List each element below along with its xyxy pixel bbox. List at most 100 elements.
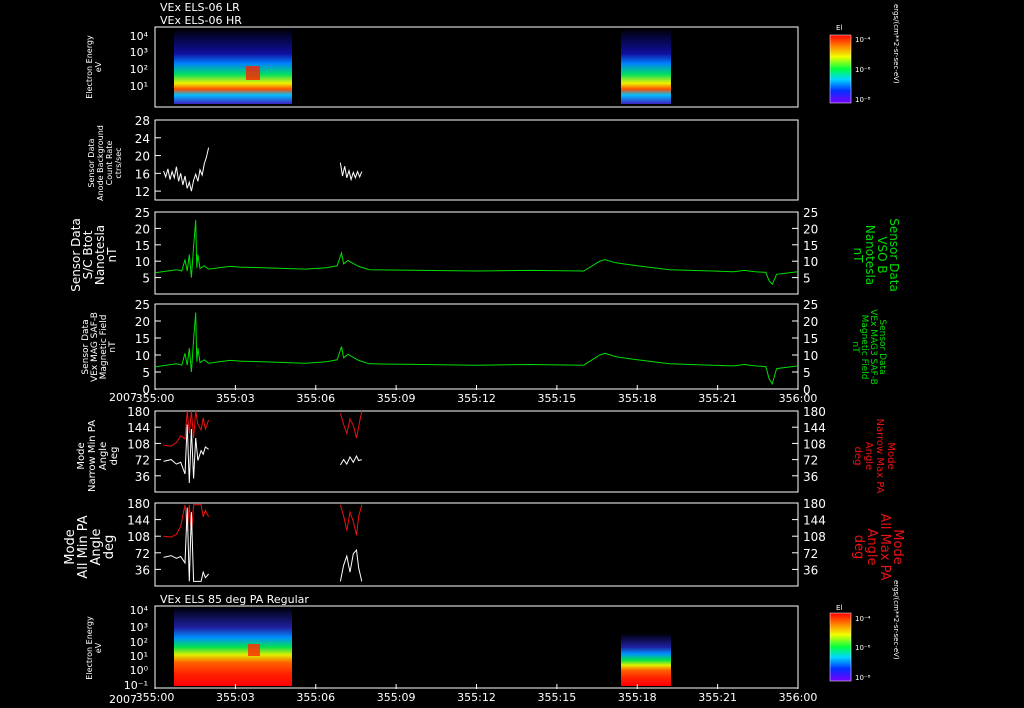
- ytick-label-right: 10: [803, 255, 818, 269]
- panel-4-mag-field: Sensor Data VEx MAG SAF-B Magnetic Field…: [81, 298, 887, 397]
- p5-ylabel-right-1: Mode: [885, 442, 896, 469]
- p5-ylabel-right-2: Narrow Max PA: [874, 419, 885, 494]
- panel-6-all-pa: Mode All Min PA Angle deg Mode All Max P…: [63, 497, 905, 587]
- series-line-0: [154, 312, 799, 386]
- cb1-gradient: [829, 34, 852, 104]
- cb1-title: El: [836, 24, 842, 32]
- spectrogram-block-b: [621, 30, 671, 104]
- p6-ylabel-2: All Min PA: [76, 515, 91, 578]
- xtick-label: 355:12: [457, 691, 496, 704]
- p4-ylabel-4: nT: [108, 341, 118, 353]
- ytick-label: 0: [142, 383, 150, 397]
- header-line-1: VEx ELS-06 LR: [160, 1, 240, 14]
- p6-ylabel-right-2: All Max PA: [877, 513, 892, 580]
- p1-ytick-1: 10⁴: [130, 30, 149, 43]
- p5-ylabel-right-4: deg: [852, 447, 863, 466]
- ytick-label-right: 10: [803, 349, 818, 363]
- p2-ylabel-1: Sensor Data: [87, 138, 96, 187]
- xtick-label: 355:00: [136, 691, 175, 704]
- panel-1-frame: [154, 26, 799, 108]
- p6-ylabel-3: Angle: [89, 529, 104, 566]
- p3-ylabel-right-3: Nanotesla: [863, 225, 877, 285]
- panel-frame: [154, 502, 799, 587]
- xtick-label: 355:03: [216, 691, 255, 704]
- cb1-label-top: 10⁻⁴: [855, 36, 871, 44]
- series-line-0: [163, 147, 363, 192]
- ytick-label: 12: [135, 185, 150, 199]
- ytick-label: 15: [135, 332, 150, 346]
- ytick-label-right: 25: [803, 206, 818, 220]
- ytick-label-right: 108: [803, 437, 826, 451]
- ytick-label: 24: [135, 132, 150, 146]
- xtick-label: 355:09: [377, 691, 416, 704]
- xtick-label: 355:21: [698, 691, 737, 704]
- year-label-bottom: 2007: [109, 693, 137, 706]
- xtick-label: 355:15: [538, 691, 577, 704]
- year-label-top: 2007: [109, 391, 137, 404]
- ytick-label-right: 108: [803, 530, 826, 544]
- ytick-label-right: 180: [803, 405, 826, 419]
- p1-ylabel-1: Electron Energy: [85, 35, 94, 99]
- cb2-label-mid: 10⁻⁶: [855, 644, 871, 652]
- xtick-label: 356:00: [779, 691, 818, 704]
- p1-ytick-2: 10³: [130, 46, 148, 59]
- cb1-label-mid: 10⁻⁶: [855, 66, 871, 74]
- p6-ylabel-4: deg: [102, 535, 117, 560]
- ytick-label-right: 144: [803, 421, 826, 435]
- xtick-label: 355:06: [296, 691, 335, 704]
- p7-ytick-6: 10⁻¹: [124, 679, 148, 692]
- xtick-label: 355:12: [457, 392, 496, 405]
- cb2-gradient: [829, 612, 852, 682]
- p4-ylabel-right-2: VEx MAG3 SAF-B: [868, 309, 878, 385]
- p4-ylabel-3: Magnetic Field: [99, 315, 109, 380]
- p6-ylabel-right-4: deg: [851, 535, 866, 560]
- panel-frame: [154, 119, 799, 201]
- p3-ylabel-3: Nanotesla: [93, 225, 107, 285]
- xtick-label: 356:00: [779, 392, 818, 405]
- ytick-label-right: 20: [803, 315, 818, 329]
- p7-ytick-1: 10⁴: [130, 604, 149, 617]
- ytick-label: 144: [127, 514, 150, 528]
- series-line-0: [163, 504, 363, 538]
- xtick-label: 355:09: [377, 392, 416, 405]
- spectrogram2-block-b: [621, 634, 671, 686]
- panel-2-background-rate: Sensor Data Anode Background Count Rate …: [87, 114, 799, 201]
- ytick-label: 180: [127, 405, 150, 419]
- cb2-label-bot: 10⁻⁸: [855, 674, 871, 682]
- spectrogram-block-a: [174, 30, 292, 104]
- p1-ytick-4: 10¹: [130, 80, 148, 93]
- ytick-label: 180: [127, 497, 150, 511]
- panel-frame: [154, 211, 799, 295]
- header-line-2: VEx ELS-06 HR: [160, 14, 242, 27]
- xtick-label: 355:21: [698, 392, 737, 405]
- mid-title: VEx ELS 85 deg PA Regular: [160, 593, 309, 606]
- p3-ylabel-4: nT: [105, 247, 119, 263]
- panel-3-btot: Sensor Data S/C Btot Nanotesla nT Sensor…: [69, 206, 901, 295]
- xtick-label: 355:18: [618, 691, 657, 704]
- p4-ylabel-right-4: nT: [850, 341, 860, 353]
- p2-ylabel-4: ctrs/sec: [114, 147, 123, 178]
- colorbar-2: El 10⁻⁴ 10⁻⁶ 10⁻⁸ ergs/(cm**2-sr-sec-eV): [829, 580, 900, 682]
- panel-1-spectrogram: 10⁴ 10³ 10² 10¹ Electron Energy eV El 10…: [85, 4, 900, 108]
- p5-ylabel-2: Narrow Min PA: [87, 420, 98, 492]
- ytick-label-right: 0: [803, 383, 811, 397]
- time-axis-top: 355:00 355:03 355:06 355:09 355:12 355:15 355:…: [136, 385, 818, 405]
- ytick-label: 28: [135, 114, 150, 128]
- ytick-label: 36: [135, 470, 150, 484]
- ytick-label-right: 36: [803, 563, 818, 577]
- series-line-0: [163, 410, 363, 447]
- xtick-label: 355:03: [216, 392, 255, 405]
- cb2-title: El: [836, 604, 842, 612]
- ytick-label: 36: [135, 563, 150, 577]
- p7-ylabel-2: eV: [94, 642, 103, 653]
- ytick-label-right: 20: [803, 222, 818, 236]
- ytick-label-right: 15: [803, 332, 818, 346]
- p4-ylabel-right-3: Magnetic Field: [859, 315, 869, 380]
- p2-ylabel-2: Anode Background: [96, 125, 105, 201]
- p6-ylabel-right-1: Mode: [890, 529, 905, 564]
- p5-ylabel-right-3: Angle: [863, 442, 874, 470]
- ytick-label: 108: [127, 437, 150, 451]
- series-line-0: [154, 220, 799, 286]
- ytick-label: 20: [135, 315, 150, 329]
- xtick-label: 355:18: [618, 392, 657, 405]
